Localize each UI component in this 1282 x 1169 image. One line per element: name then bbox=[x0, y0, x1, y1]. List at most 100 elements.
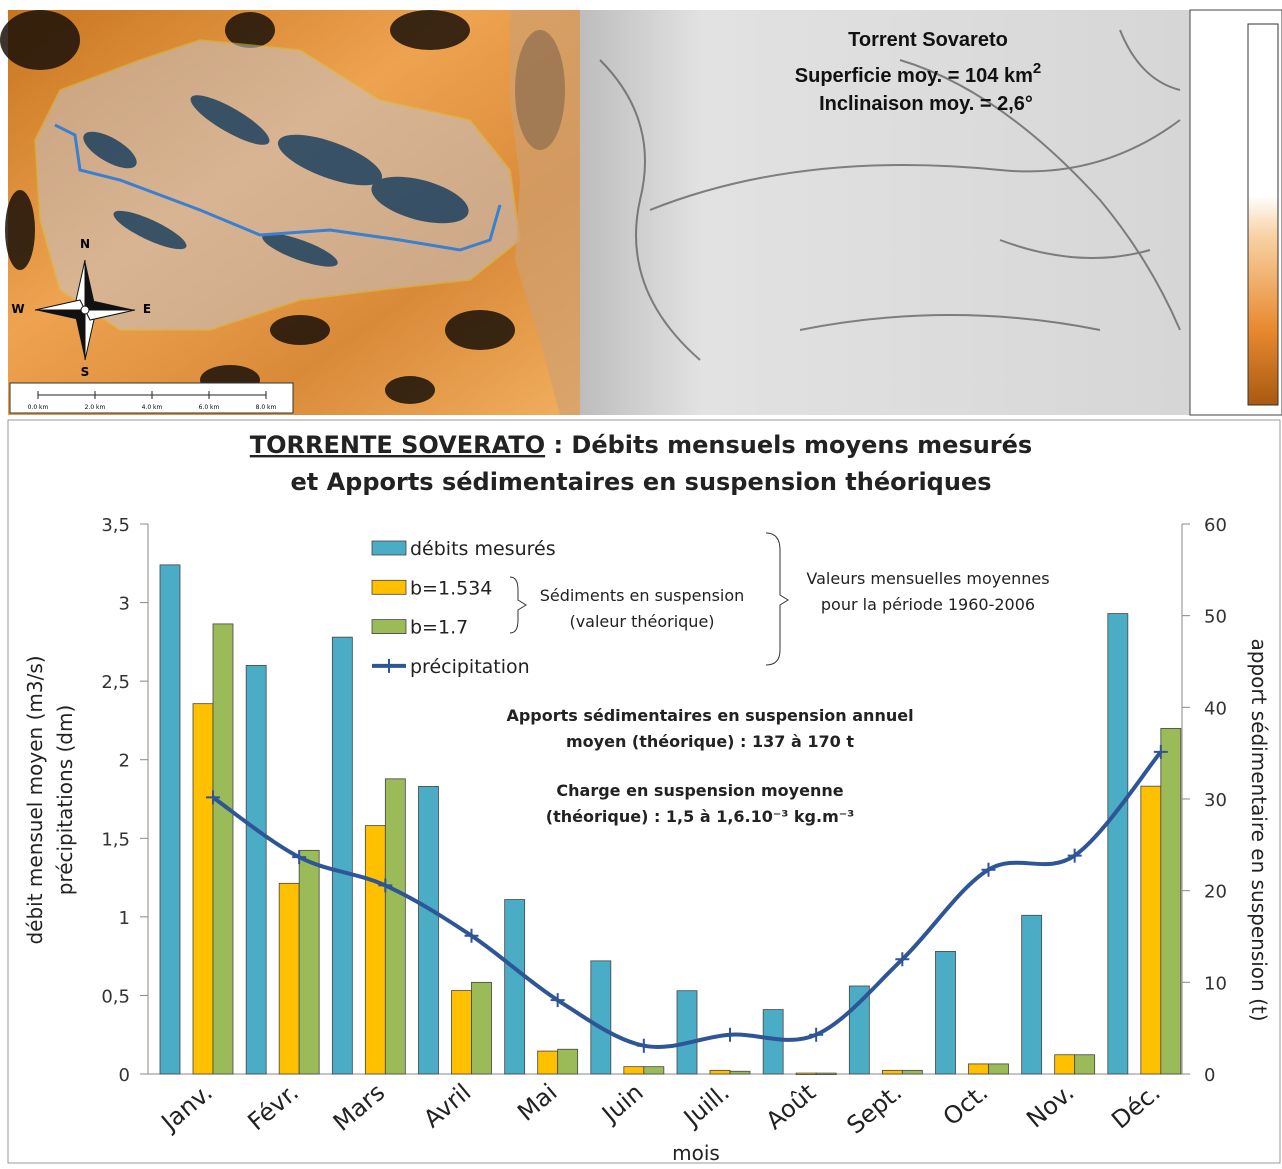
ridges bbox=[0, 10, 565, 404]
map-title: Torrent Sovareto bbox=[848, 29, 1008, 51]
compass-w: W bbox=[11, 302, 24, 316]
y-tick-label: 1 bbox=[119, 908, 130, 929]
scale-label: 6.0 km bbox=[199, 404, 220, 411]
chart-title: TORRENTE SOVERATO : Débits mensuels moye… bbox=[250, 431, 1032, 459]
y2-tick-label: 50 bbox=[1204, 607, 1227, 628]
map-slope: Inclinaison moy. = 2,6° bbox=[819, 93, 1033, 115]
y-tick-label: 1,5 bbox=[101, 829, 130, 850]
annotation: (théorique) : 1,5 à 1,6.10⁻³ kg.m⁻³ bbox=[546, 807, 854, 826]
bar bbox=[848, 985, 870, 1075]
bar bbox=[451, 990, 472, 1075]
annotation: moyen (théorique) : 137 à 170 t bbox=[566, 732, 854, 751]
marker bbox=[895, 952, 910, 967]
relief-shade bbox=[580, 10, 1190, 415]
bar bbox=[537, 1050, 559, 1075]
scale-bar: 0.0 km 2.0 km 4.0 km 6.0 km 8.0 km bbox=[9, 382, 294, 414]
y-axis-label: précipitations (dm) bbox=[53, 705, 77, 896]
bar bbox=[795, 1072, 817, 1075]
y2-tick-label: 60 bbox=[1204, 515, 1227, 536]
annotation: Sédiments en suspension bbox=[540, 586, 745, 605]
marker bbox=[981, 862, 996, 877]
bar bbox=[815, 1072, 837, 1075]
legend-swatch bbox=[371, 619, 407, 634]
title-underlined: TORRENTE SOVERATO bbox=[250, 431, 545, 459]
line bbox=[211, 750, 1163, 1049]
legend-label: précipitation bbox=[410, 656, 530, 678]
y-tick-label: 0,5 bbox=[101, 986, 130, 1007]
valleys bbox=[83, 95, 469, 267]
map-area: Superficie moy. = 104 km2 bbox=[795, 60, 1041, 87]
legend-label: débits mesurés bbox=[410, 538, 556, 560]
bar bbox=[643, 1066, 665, 1075]
bar bbox=[762, 1009, 784, 1075]
map: N E S W 0.0 km 2.0 km 4.0 km 6.0 km 8.0 km T… bbox=[0, 9, 1282, 416]
bar bbox=[364, 825, 386, 1075]
chart-subtitle: et Apports sédimentaires en suspension t… bbox=[290, 468, 991, 496]
y-tick-label: 2 bbox=[119, 751, 130, 772]
bar bbox=[298, 849, 320, 1075]
marker bbox=[292, 850, 307, 865]
bar bbox=[1021, 914, 1043, 1075]
y2-tick-label: 40 bbox=[1204, 698, 1227, 719]
annotation: Charge en suspension moyenne bbox=[556, 781, 843, 800]
marker bbox=[550, 993, 565, 1008]
bar bbox=[278, 882, 300, 1075]
y2-tick-label: 0 bbox=[1204, 1065, 1215, 1086]
bar bbox=[676, 990, 698, 1075]
bar bbox=[988, 1063, 1009, 1075]
scale-label: 2.0 km bbox=[85, 404, 106, 411]
bar bbox=[1107, 613, 1129, 1075]
bar bbox=[557, 1048, 579, 1075]
legend-label: b=1.7 bbox=[410, 617, 468, 639]
y-tick-label: 2,5 bbox=[101, 672, 130, 693]
y-tick-label: 3,5 bbox=[101, 515, 130, 536]
bracket bbox=[765, 532, 789, 666]
legend-swatch bbox=[371, 540, 407, 556]
marker bbox=[636, 1038, 651, 1053]
bracket bbox=[509, 576, 527, 634]
elevation-bar bbox=[1247, 23, 1279, 406]
marker bbox=[464, 928, 479, 943]
bar bbox=[212, 623, 234, 1075]
scale-label: 8.0 km bbox=[256, 404, 277, 411]
title-rest: : Débits mensuels moyens mesurés bbox=[545, 431, 1032, 459]
area-text: Superficie moy. = 104 km bbox=[795, 65, 1033, 87]
bar bbox=[623, 1066, 645, 1075]
x-axis-label: mois bbox=[672, 1141, 720, 1165]
annotation: Apports sédimentaires en suspension annu… bbox=[506, 706, 913, 725]
river bbox=[54, 123, 502, 252]
scale-label: 0.0 km bbox=[28, 404, 49, 411]
legend-label: b=1.534 bbox=[410, 577, 492, 599]
y2-axis-label: apport sédimentaire en suspension (t) bbox=[1247, 638, 1271, 1021]
y2-tick-label: 20 bbox=[1204, 882, 1227, 903]
compass-e: E bbox=[143, 302, 151, 316]
marker bbox=[723, 1027, 737, 1042]
bar bbox=[709, 1069, 731, 1075]
y-tick-label: 3 bbox=[119, 594, 130, 615]
bar bbox=[192, 703, 214, 1075]
y-axis-label: débit mensuel moyen (m3/s) bbox=[23, 655, 47, 944]
marker bbox=[1153, 744, 1168, 759]
bar bbox=[331, 636, 353, 1075]
bar bbox=[590, 960, 612, 1075]
annotation: pour la période 1960-2006 bbox=[821, 595, 1035, 614]
y2-tick-label: 10 bbox=[1204, 973, 1227, 994]
bar bbox=[159, 564, 181, 1075]
bar bbox=[504, 899, 526, 1075]
bar bbox=[968, 1063, 989, 1075]
marker bbox=[1067, 848, 1082, 863]
bar bbox=[901, 1069, 923, 1075]
y-tick-label: 0 bbox=[119, 1065, 130, 1086]
legend-swatch bbox=[382, 658, 396, 673]
annotation: (valeur théorique) bbox=[569, 612, 714, 631]
marker bbox=[809, 1027, 824, 1042]
bar bbox=[1160, 728, 1182, 1075]
y2-tick-label: 30 bbox=[1204, 790, 1227, 811]
annotation: Valeurs mensuelles moyennes bbox=[806, 569, 1049, 588]
bar bbox=[1074, 1054, 1096, 1075]
bar bbox=[245, 665, 267, 1075]
bar bbox=[1054, 1054, 1076, 1075]
scale-label: 4.0 km bbox=[142, 404, 163, 411]
